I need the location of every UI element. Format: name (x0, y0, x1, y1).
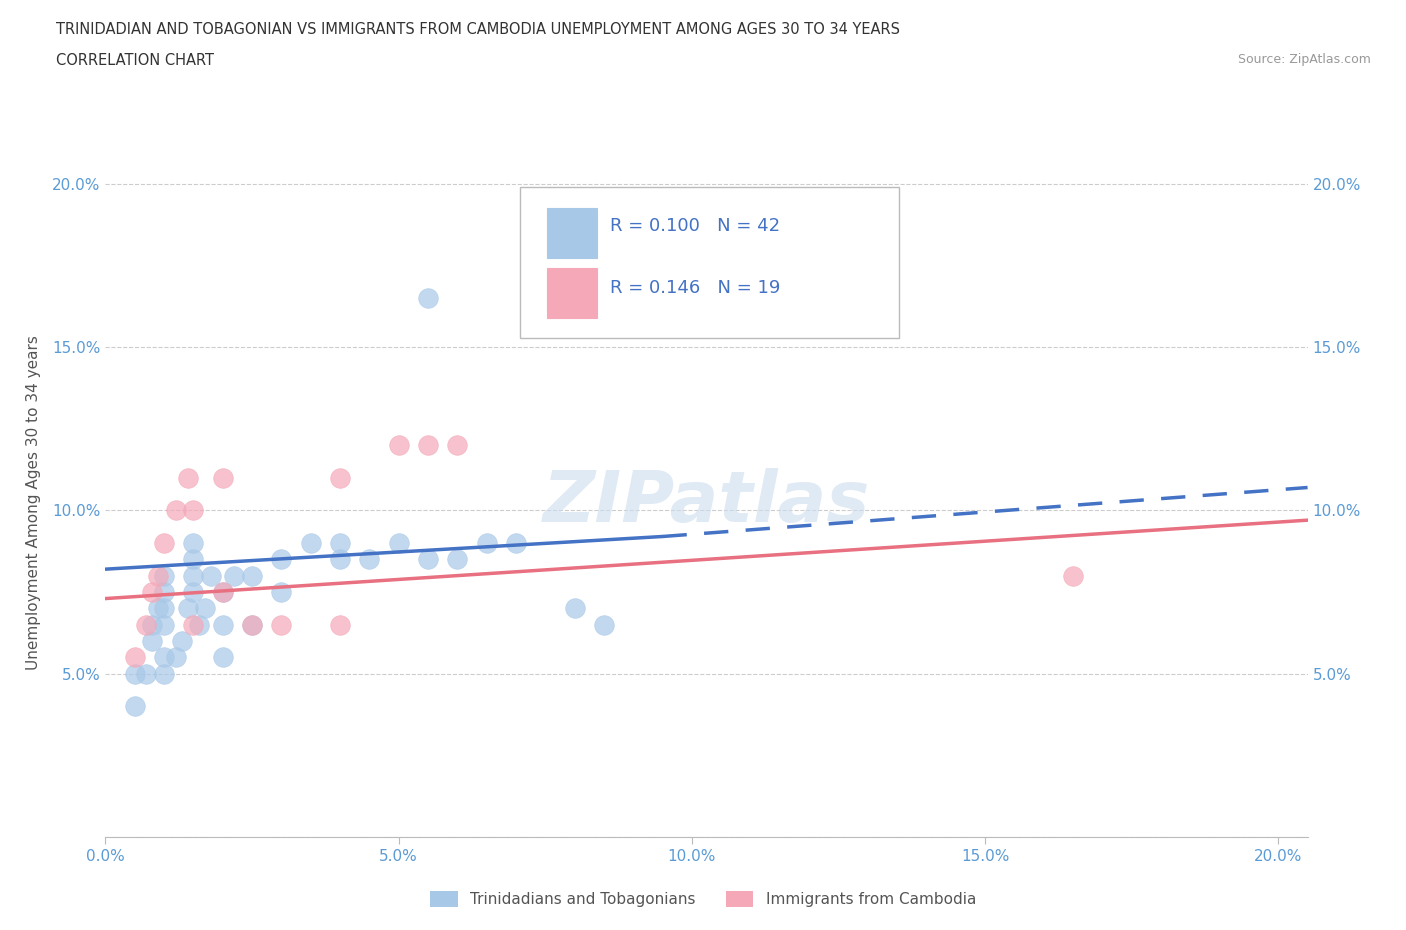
Point (505, 536, 527, 551)
Point (165, 503, 187, 518)
Point (211, 585, 233, 600)
FancyBboxPatch shape (520, 188, 898, 339)
Point (153, 568, 176, 583)
Point (388, 438, 411, 453)
Point (183, 503, 205, 518)
Y-axis label: Unemployment Among Ages 30 to 34 years: Unemployment Among Ages 30 to 34 years (27, 335, 41, 670)
Text: Source: ZipAtlas.com: Source: ZipAtlas.com (1237, 53, 1371, 66)
Point (153, 650, 176, 665)
Point (183, 618, 205, 632)
Point (359, 551, 381, 566)
Point (564, 601, 586, 616)
Point (329, 551, 352, 566)
Point (416, 551, 439, 566)
Point (240, 618, 263, 632)
Point (211, 618, 233, 632)
Point (176, 601, 198, 616)
Point (165, 650, 187, 665)
Point (224, 568, 246, 583)
Point (388, 536, 411, 551)
Point (211, 650, 233, 665)
Point (153, 601, 176, 616)
Point (124, 699, 146, 714)
Text: TRINIDADIAN AND TOBAGONIAN VS IMMIGRANTS FROM CAMBODIA UNEMPLOYMENT AMONG AGES 3: TRINIDADIAN AND TOBAGONIAN VS IMMIGRANTS… (56, 22, 900, 37)
Point (240, 568, 263, 583)
Point (270, 618, 292, 632)
Point (211, 471, 233, 485)
Point (183, 536, 205, 551)
Point (135, 666, 157, 681)
Point (183, 551, 205, 566)
Point (475, 536, 498, 551)
Point (1062, 568, 1084, 583)
Point (299, 536, 322, 551)
FancyBboxPatch shape (547, 268, 598, 318)
FancyBboxPatch shape (547, 207, 598, 258)
Point (153, 536, 176, 551)
Text: ZIPatlas: ZIPatlas (543, 468, 870, 537)
Text: R = 0.146   N = 19: R = 0.146 N = 19 (610, 279, 780, 297)
Point (446, 551, 468, 566)
Point (270, 585, 292, 600)
Point (135, 618, 157, 632)
Point (183, 585, 205, 600)
Point (170, 633, 193, 648)
Point (153, 618, 176, 632)
Point (188, 618, 211, 632)
Point (148, 601, 170, 616)
Point (124, 650, 146, 665)
Text: CORRELATION CHART: CORRELATION CHART (56, 53, 214, 68)
Point (329, 471, 352, 485)
Point (124, 666, 146, 681)
Point (141, 585, 163, 600)
Point (200, 568, 222, 583)
Point (176, 471, 198, 485)
Point (416, 438, 439, 453)
Point (329, 618, 352, 632)
Point (270, 551, 292, 566)
Point (211, 585, 233, 600)
Point (183, 568, 205, 583)
Point (446, 438, 468, 453)
Point (416, 290, 439, 305)
Point (141, 618, 163, 632)
Point (194, 601, 217, 616)
Text: R = 0.100   N = 42: R = 0.100 N = 42 (610, 218, 780, 235)
Point (141, 633, 163, 648)
Legend: Trinidadians and Tobagonians, Immigrants from Cambodia: Trinidadians and Tobagonians, Immigrants… (425, 884, 981, 913)
Point (593, 618, 616, 632)
Point (153, 666, 176, 681)
Point (153, 585, 176, 600)
Point (148, 568, 170, 583)
Point (240, 618, 263, 632)
Point (329, 536, 352, 551)
